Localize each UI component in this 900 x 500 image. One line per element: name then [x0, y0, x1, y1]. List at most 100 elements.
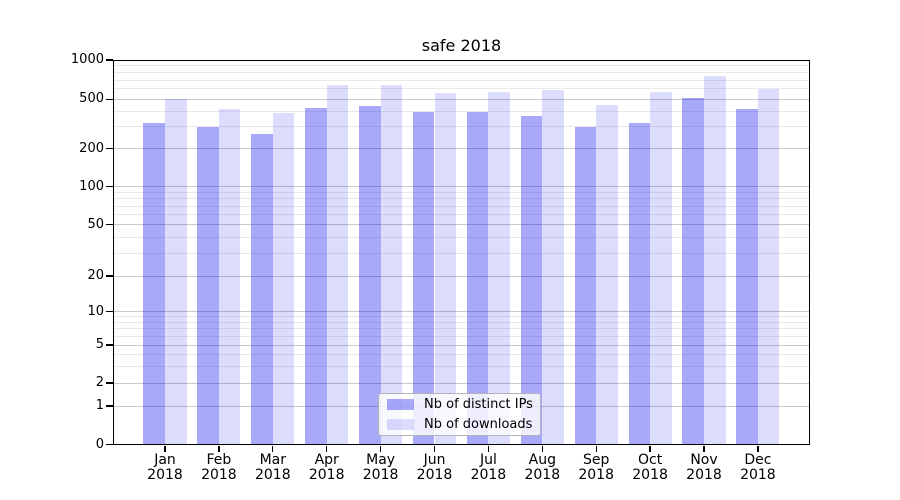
x-tick-mark-aug: [541, 446, 543, 452]
bar-downloads-may: [380, 84, 403, 445]
y-tick-label-2: 2: [95, 375, 104, 390]
legend-label-downloads: Nb of downloads: [424, 416, 533, 432]
plot-area: Nb of distinct IPs Nb of downloads: [113, 59, 810, 445]
bar-distinct-ips-jan: [143, 122, 165, 445]
y-tick-label-100: 100: [79, 178, 104, 194]
gridline-60: [113, 214, 810, 216]
x-tick-mark-mar: [272, 446, 274, 452]
bar-downloads-feb: [218, 108, 241, 445]
gridline-200: [113, 148, 810, 150]
gridline-7: [113, 328, 810, 330]
x-tick-mark-jan: [164, 446, 166, 452]
gridline-400: [113, 110, 810, 112]
y-tick-label-1: 1: [95, 398, 104, 413]
x-tick-mark-jun: [433, 446, 436, 452]
x-tick-mark-jul: [487, 446, 490, 452]
bar-downloads-jul: [488, 91, 510, 445]
gridline-70: [113, 205, 810, 207]
bar-downloads-mar: [272, 112, 295, 445]
gridline-50: [113, 224, 810, 226]
y-tick-label-20: 20: [87, 268, 104, 283]
y-tick-label-500: 500: [79, 91, 104, 107]
bar-distinct-ips-aug: [520, 115, 543, 445]
gridline-4: [113, 353, 810, 355]
bar-downloads-jun: [434, 93, 457, 445]
gridline-300: [113, 126, 810, 128]
y-tick-mark-2: [106, 382, 113, 384]
bar-distinct-ips-dec: [736, 109, 758, 445]
gridline-500: [113, 98, 810, 100]
y-tick-label-5: 5: [95, 337, 104, 352]
gridline-8: [113, 321, 810, 323]
x-tick-label-jun: Jun 2018: [416, 452, 453, 483]
y-tick-label-0: 0: [95, 436, 104, 452]
y-tick-mark-50: [106, 224, 113, 226]
gridline-600: [113, 88, 810, 90]
bar-distinct-ips-may: [359, 105, 381, 445]
y-tick-label-200: 200: [79, 140, 104, 156]
x-tick-label-oct: Oct 2018: [632, 452, 668, 483]
x-tick-mark-sep: [595, 446, 597, 452]
y-tick-mark-500: [106, 98, 113, 100]
x-tick-mark-apr: [326, 446, 328, 452]
bar-downloads-dec: [757, 89, 780, 445]
x-tick-mark-feb: [218, 446, 220, 452]
bar-distinct-ips-feb: [197, 127, 219, 445]
bar-distinct-ips-nov: [682, 98, 704, 445]
legend-item-distinct-ips: Nb of distinct IPs: [387, 396, 540, 413]
bar-downloads-nov: [704, 76, 726, 445]
legend-swatch-distinct-ips: [387, 399, 414, 411]
y-tick-mark-100: [106, 186, 113, 188]
x-tick-label-aug: Aug 2018: [524, 452, 561, 483]
gridline-900: [113, 65, 810, 67]
x-tick-label-mar: Mar 2018: [254, 452, 291, 483]
y-tick-label-10: 10: [87, 303, 104, 319]
legend-swatch-downloads: [387, 418, 414, 430]
legend: Nb of distinct IPs Nb of downloads: [378, 393, 541, 436]
y-tick-mark-200: [106, 148, 113, 150]
gridline-6: [113, 335, 810, 337]
y-tick-label-50: 50: [87, 216, 104, 232]
y-tick-mark-1: [106, 405, 113, 407]
x-tick-mark-dec: [757, 446, 759, 452]
x-tick-label-dec: Dec 2018: [740, 452, 776, 483]
gridline-30: [113, 252, 810, 254]
y-tick-mark-10: [106, 311, 113, 313]
gridline-20: [113, 275, 810, 277]
gridline-700: [113, 79, 810, 81]
x-tick-mark-may: [379, 446, 382, 452]
y-tick-mark-20: [106, 275, 113, 277]
chart-title: safe 2018: [421, 36, 502, 55]
bar-downloads-apr: [326, 85, 349, 445]
bar-distinct-ips-jul: [466, 111, 489, 445]
y-tick-mark-5: [106, 344, 113, 346]
x-tick-label-jul: Jul 2018: [470, 452, 507, 483]
y-tick-mark-0: [106, 443, 113, 446]
legend-item-downloads: Nb of downloads: [387, 416, 540, 433]
gridline-1000: [113, 59, 810, 61]
bar-downloads-oct: [650, 91, 672, 445]
x-tick-label-feb: Feb 2018: [201, 452, 237, 483]
y-tick-mark-1000: [106, 59, 113, 61]
x-tick-label-nov: Nov 2018: [686, 452, 722, 483]
bar-downloads-jan: [165, 98, 187, 445]
gridline-800: [113, 72, 810, 74]
bar-downloads-aug: [542, 90, 564, 445]
gridline-40: [113, 236, 810, 238]
gridline-5: [113, 344, 810, 346]
bar-distinct-ips-apr: [305, 108, 327, 445]
x-tick-label-jan: Jan 2018: [147, 452, 183, 483]
gridline-100: [113, 186, 810, 188]
gridline-80: [113, 198, 810, 200]
x-tick-label-sep: Sep 2018: [578, 452, 614, 483]
gridline-90: [113, 191, 810, 193]
bar-distinct-ips-oct: [628, 122, 651, 445]
x-tick-label-apr: Apr 2018: [308, 452, 345, 483]
gridline-2: [113, 382, 810, 384]
x-tick-mark-oct: [649, 446, 651, 452]
bar-distinct-ips-jun: [412, 111, 435, 445]
bar-distinct-ips-sep: [574, 126, 597, 445]
bar-downloads-sep: [596, 104, 618, 445]
gridline-10: [113, 311, 810, 313]
